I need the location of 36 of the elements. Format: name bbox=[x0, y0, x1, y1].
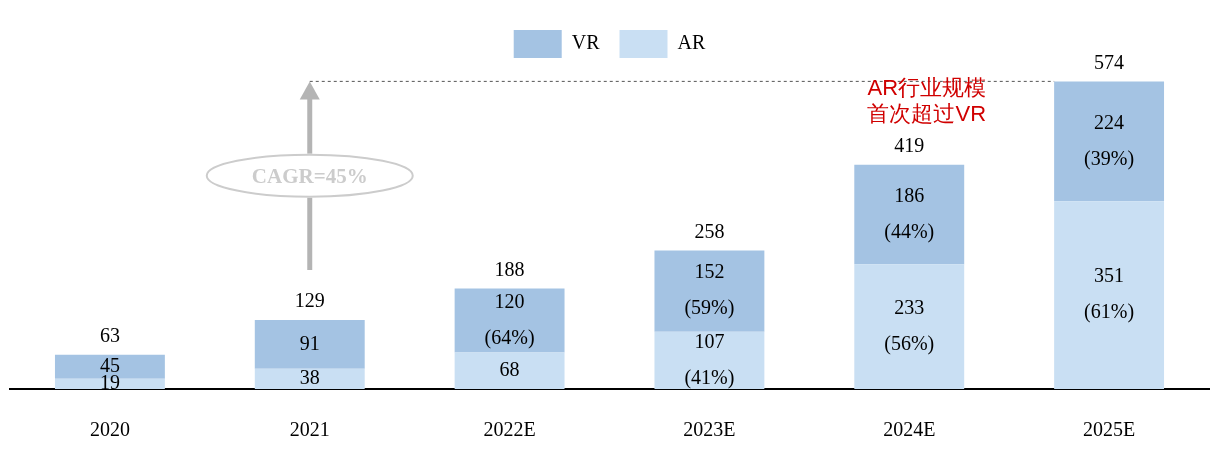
bar bbox=[254, 368, 365, 389]
bar bbox=[1054, 81, 1165, 202]
legend-label: VR bbox=[571, 31, 601, 54]
bar bbox=[854, 164, 965, 265]
total-label: 129 bbox=[294, 289, 325, 312]
bar bbox=[254, 319, 365, 369]
total-label: 419 bbox=[894, 134, 925, 157]
bar bbox=[1054, 201, 1165, 389]
x-tick-label: 2020 bbox=[89, 418, 130, 441]
data-label: 152 (59%) bbox=[684, 260, 735, 320]
total-label: 258 bbox=[694, 219, 725, 242]
data-label: 68 bbox=[499, 358, 520, 381]
bar bbox=[454, 288, 565, 353]
data-label: 186 (44%) bbox=[884, 183, 935, 243]
bar bbox=[654, 331, 765, 389]
data-label: 233 (56%) bbox=[884, 295, 935, 355]
data-label: 19 bbox=[99, 371, 120, 394]
data-label: 91 bbox=[299, 331, 320, 354]
bar bbox=[654, 250, 765, 332]
total-label: 63 bbox=[99, 324, 120, 347]
x-tick-label: 2023E bbox=[683, 418, 736, 441]
annotation: AR行业规模首次超过VR bbox=[866, 75, 988, 128]
bar bbox=[854, 264, 965, 389]
data-label: 224 (39%) bbox=[1084, 110, 1135, 170]
x-tick-label: 2024E bbox=[883, 418, 936, 441]
x-tick-label: 2025E bbox=[1082, 418, 1136, 441]
x-tick-label: 2021 bbox=[289, 418, 330, 441]
total-label: 188 bbox=[494, 257, 525, 280]
data-label: 38 bbox=[299, 366, 320, 389]
legend-label: AR bbox=[677, 31, 706, 54]
data-label: 120 (64%) bbox=[484, 289, 535, 349]
total-label: 574 bbox=[1094, 50, 1125, 73]
data-label: 351 (61%) bbox=[1084, 264, 1135, 324]
x-tick-label: 2022E bbox=[483, 418, 536, 441]
data-label: 107 (41%) bbox=[684, 329, 735, 389]
bar bbox=[454, 352, 565, 389]
